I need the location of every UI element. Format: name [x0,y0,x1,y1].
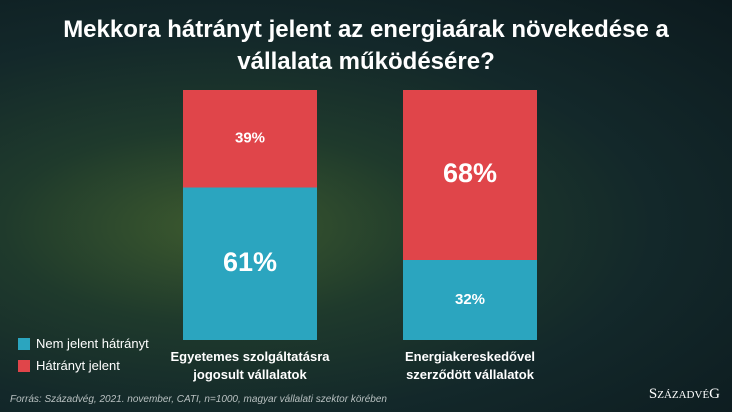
bar-segment [183,90,317,188]
bar-segment [403,260,537,340]
legend-swatch [18,337,30,350]
source-note: Forrás: Századvég, 2021. november, CATI,… [10,394,387,405]
legend-swatch [18,359,30,372]
legend-label: Nem jelent hátrányt [36,336,149,351]
x-tick-label: Egyetemes szolgáltatásra jogosult vállal… [170,349,330,382]
value-label: 61% [223,247,277,277]
chart-title: Mekkora hátrányt jelent az energiaárak n… [63,16,669,75]
bar-segment [183,187,317,340]
logo: SzázadvéG [648,386,720,402]
value-label: 32% [455,291,485,308]
value-label: 39% [235,130,265,147]
value-label: 68% [443,158,497,188]
legend-label: Hátrányt jelent [36,358,120,373]
bar-segment [403,90,537,260]
legend-item: Nem jelent hátrányt [18,336,149,351]
legend-item: Hátrányt jelent [18,358,120,373]
x-tick-label: Energiakereskedővel szerződött vállalato… [404,349,536,382]
